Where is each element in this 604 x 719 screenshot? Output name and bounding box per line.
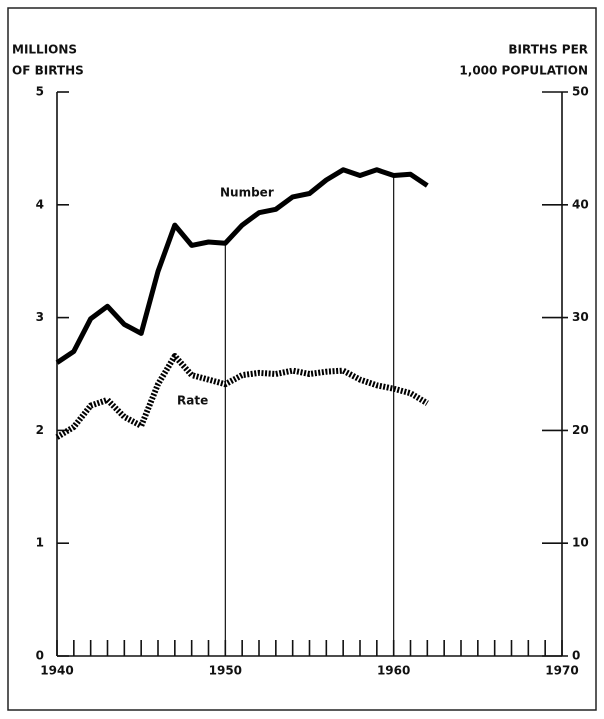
y-axis-label: OF BIRTHS (12, 64, 84, 78)
series-label: Rate (177, 394, 208, 408)
series-line (55, 353, 429, 440)
x-tick-label: 1940 (40, 664, 73, 678)
y-tick-label: 5 (36, 85, 44, 99)
x-tick-label: 1950 (209, 664, 242, 678)
y-tick-label: 2 (36, 423, 44, 437)
series-line (55, 167, 429, 365)
y2-tick-label: 50 (572, 85, 589, 99)
y-tick-label: 4 (36, 197, 44, 211)
y2-tick-label: 40 (572, 197, 589, 211)
y2-axis-label: 1,000 POPULATION (459, 64, 588, 78)
y-axis-label: MILLIONS (12, 43, 77, 57)
x-tick-label: 1970 (545, 664, 578, 678)
y-tick-label: 3 (36, 310, 44, 324)
y-tick-label: 1 (36, 536, 44, 550)
frame (7, 7, 597, 711)
series-label: Number (220, 186, 274, 200)
y2-tick-label: 30 (572, 310, 589, 324)
y2-tick-label: 10 (572, 536, 589, 550)
y2-tick-label: 20 (572, 423, 589, 437)
x-tick-label: 1960 (377, 664, 410, 678)
y-tick-label: 0 (36, 649, 44, 663)
y2-tick-label: 0 (572, 649, 580, 663)
y2-axis-label: BIRTHS PER (508, 43, 588, 57)
